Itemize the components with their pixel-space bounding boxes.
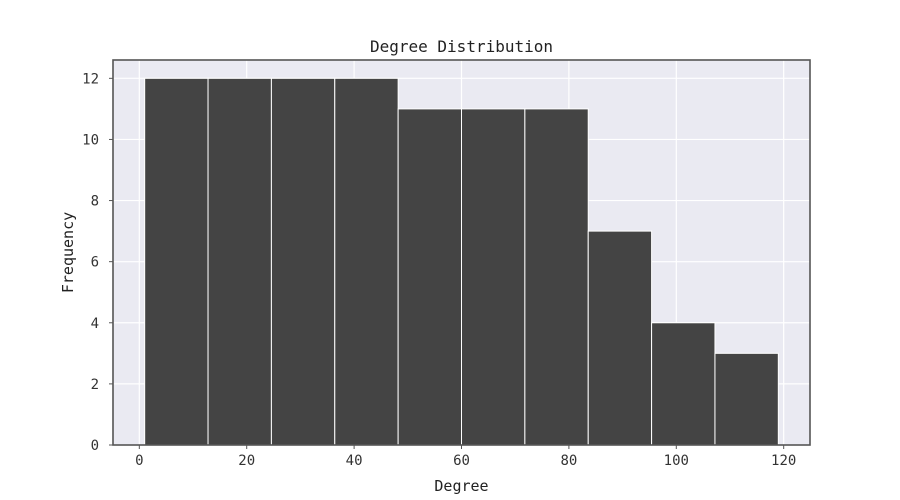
histogram-bar xyxy=(397,108,462,446)
x-ticks: 0 20 40 60 80 100 120 xyxy=(135,445,796,469)
y-tick-label: 10 xyxy=(82,132,99,148)
histogram-bar xyxy=(270,77,336,446)
y-ticks: 0 2 4 6 8 10 12 xyxy=(82,71,113,454)
histogram-bar xyxy=(651,322,716,446)
x-tick-label: 100 xyxy=(664,453,689,469)
y-tick-label: 0 xyxy=(91,438,99,454)
x-tick-label: 60 xyxy=(453,453,470,469)
x-tick-label: 80 xyxy=(560,453,577,469)
histogram-bar xyxy=(587,230,653,446)
bars xyxy=(144,77,779,446)
histogram-bar xyxy=(144,77,209,446)
histogram-bar xyxy=(461,108,526,446)
y-tick-label: 4 xyxy=(91,316,99,332)
x-axis-label: Degree xyxy=(434,477,488,495)
y-tick-label: 12 xyxy=(82,71,99,87)
x-tick-label: 20 xyxy=(238,453,255,469)
y-axis-label: Frequency xyxy=(59,212,77,293)
chart-title: Degree Distribution xyxy=(370,37,553,56)
histogram-bar xyxy=(334,77,399,446)
x-tick-label: 120 xyxy=(771,453,796,469)
y-tick-label: 6 xyxy=(91,255,99,271)
x-tick-label: 0 xyxy=(135,453,143,469)
y-tick-label: 8 xyxy=(91,194,99,210)
histogram-bar xyxy=(524,108,589,446)
y-tick-label: 2 xyxy=(91,377,99,393)
histogram-bar xyxy=(714,352,779,446)
histogram-bar xyxy=(207,77,272,446)
x-tick-label: 40 xyxy=(346,453,363,469)
